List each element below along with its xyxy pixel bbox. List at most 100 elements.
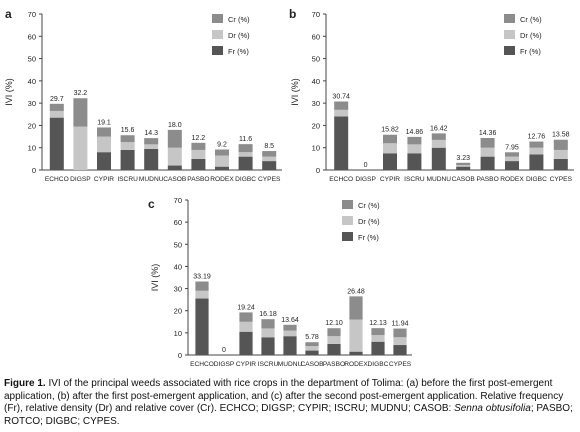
panel-a-bar-cypes-dr: [262, 156, 277, 162]
panel-a-bar-digbc-cr: [238, 144, 253, 153]
panel-a-bar-iscru-dr: [120, 142, 135, 150]
panel-a-bar-mudnu-fr: [144, 148, 159, 170]
panel-c-x-tick-label: CYPES: [389, 361, 412, 368]
panel-c-total-label: 13.64: [281, 317, 299, 324]
panel-a-bar-cypes-cr: [262, 151, 277, 157]
panel-b-bar-casob-cr: [456, 162, 471, 166]
panel-b-y-tick-label: 40: [312, 77, 320, 86]
panel-b-total-label: 30.74: [332, 93, 350, 100]
panel-a-legend-swatch: [212, 46, 223, 55]
panel-b-bar-rodex-dr: [505, 156, 519, 162]
panel-a-y-tick-label: 10: [28, 144, 36, 153]
panel-b-bar-rodex-cr: [505, 152, 519, 157]
panel-a-y-tick-label: 70: [28, 10, 36, 19]
panel-c-x-tick-label: MUDNU: [278, 361, 303, 368]
panel-c-total-label: 26.48: [347, 288, 365, 295]
panel-c-y-tick-label: 0: [178, 351, 182, 360]
panel-a-y-tick-label: 20: [28, 121, 36, 130]
panel-c-x-tick-label: PASBO: [323, 361, 345, 368]
panel-a-bar-mudnu-dr: [144, 144, 159, 149]
panel-b-bar-pasbo-fr: [480, 156, 495, 170]
panel-b-x-tick-label: RODEX: [500, 176, 524, 183]
panel-b-y-tick-label: 0: [316, 166, 320, 175]
panel-b-y-label: IVI (%): [290, 78, 300, 106]
panel-b-legend-swatch: [504, 46, 515, 55]
panel-c-bar-mudnu-fr: [283, 336, 297, 355]
panel-b-legend-label: Dr (%): [520, 31, 542, 40]
panel-a-legend-swatch: [212, 14, 223, 23]
panel-a-y-tick-label: 0: [32, 166, 36, 175]
panel-a-bar-casob-dr: [167, 147, 182, 166]
panel-a-total-label: 12.2: [192, 135, 206, 142]
panel-b-x-tick-label: ISCRU: [404, 176, 425, 183]
panel-c-y-tick-label: 50: [174, 240, 182, 249]
panel-a-total-label: 15.6: [121, 127, 135, 134]
panel-a-x-tick-label: ECHCO: [45, 176, 69, 183]
panel-c-total-label: 19.24: [237, 304, 255, 311]
panel-c-y-tick-label: 20: [174, 307, 182, 316]
panel-a-bar-digbc-dr: [238, 152, 253, 157]
panel-b-bar-casob-fr: [456, 166, 471, 170]
panel-a-total-label: 9.2: [217, 141, 227, 148]
panel-b-bar-cypes-fr: [553, 158, 568, 170]
panel-b-bar-mudnu-cr: [431, 133, 446, 140]
panel-c-total-label: 12.13: [369, 320, 387, 327]
panel-a-bar-cypir-dr: [97, 136, 111, 153]
caption-text-2: ; PASBO; ROTCO; DIGBC; CYPES.: [4, 403, 573, 427]
panel-a-bar-pasbo-cr: [191, 142, 206, 150]
panel-a-bar-casob-cr: [167, 129, 182, 148]
panel-c-bar-digbc-fr: [371, 341, 385, 355]
panel-c-bar-rodex-fr: [349, 351, 363, 355]
panel-b-bar-pasbo-dr: [480, 147, 495, 157]
panel-a-total-label: 14.3: [144, 130, 158, 137]
caption-text-1: IVI of the principal weeds associated wi…: [4, 378, 564, 415]
panel-b-x-tick-label: CYPES: [550, 176, 573, 183]
panel-c-total-label: 33.19: [193, 274, 211, 281]
panel-a-bar-rodex-cr: [215, 149, 229, 156]
panel-c-x-tick-label: DIGSP: [214, 361, 235, 368]
panel-c-bar-rodex-dr: [349, 319, 363, 352]
panel-c-total-label: 16.18: [259, 311, 277, 318]
panel-b-y-tick-label: 50: [312, 55, 320, 64]
panel-a-x-tick-label: CYPES: [258, 176, 281, 183]
panel-a-legend-swatch: [212, 30, 223, 39]
panel-c-bar-cypes-fr: [393, 345, 407, 355]
panel-c-x-tick-label: ISCRU: [258, 361, 279, 368]
panel-c-bar-pasbo-cr: [327, 328, 341, 337]
panel-a-total-label: 18.0: [168, 122, 182, 129]
panel-b-bar-echco-cr: [334, 101, 349, 110]
panel-c-legend-label: Fr (%): [358, 233, 379, 242]
panel-c-y-tick-label: 40: [174, 262, 182, 271]
panel-c-legend-swatch: [342, 200, 353, 209]
panel-c-bar-echco-fr: [195, 298, 209, 355]
panel-b-x-tick-label: DIGSP: [355, 176, 376, 183]
panel-b-bar-rodex-fr: [505, 161, 519, 170]
panel-a-total-label: 19.1: [97, 119, 111, 126]
panel-a-total-label: 11.6: [239, 136, 252, 143]
panel-c-x-tick-label: CYPIR: [236, 361, 256, 368]
panel-c-x-tick-label: DIGBC: [368, 361, 389, 368]
panel-c-x-tick-label: RODEX: [344, 361, 368, 368]
panel-b-bar-cypir-dr: [383, 143, 397, 154]
panel-b-bar-digbc-fr: [529, 154, 544, 170]
panel-b-y-tick-label: 70: [312, 10, 320, 19]
panel-c-bar-pasbo-dr: [327, 336, 341, 344]
panel-a-y-tick-label: 40: [28, 77, 36, 86]
panel-a-x-tick-label: CASOB: [163, 176, 187, 183]
panel-b-y-tick-label: 20: [312, 121, 320, 130]
panel-c-bar-cypir-fr: [239, 331, 253, 355]
panel-c-bar-iscru-cr: [261, 319, 275, 329]
panel-a-bar-digsp-dr: [73, 126, 88, 170]
panel-c-bar-pasbo-fr: [327, 343, 341, 355]
panel-b-total-label: 0: [364, 162, 368, 169]
panel-b-bar-digbc-cr: [529, 141, 544, 148]
panel-c-bar-casob-dr: [305, 346, 319, 351]
panel-b-letter: b: [289, 7, 296, 21]
panel-c-y-tick-label: 60: [174, 218, 182, 227]
panel-b-legend-label: Cr (%): [520, 15, 542, 24]
panel-b-bar-cypir-cr: [383, 134, 397, 144]
panel-c-y-tick-label: 70: [174, 196, 182, 205]
panel-a-y-tick-label: 60: [28, 32, 36, 41]
caption-label: Figure 1.: [4, 378, 46, 389]
panel-a-total-label: 8.5: [264, 143, 274, 150]
